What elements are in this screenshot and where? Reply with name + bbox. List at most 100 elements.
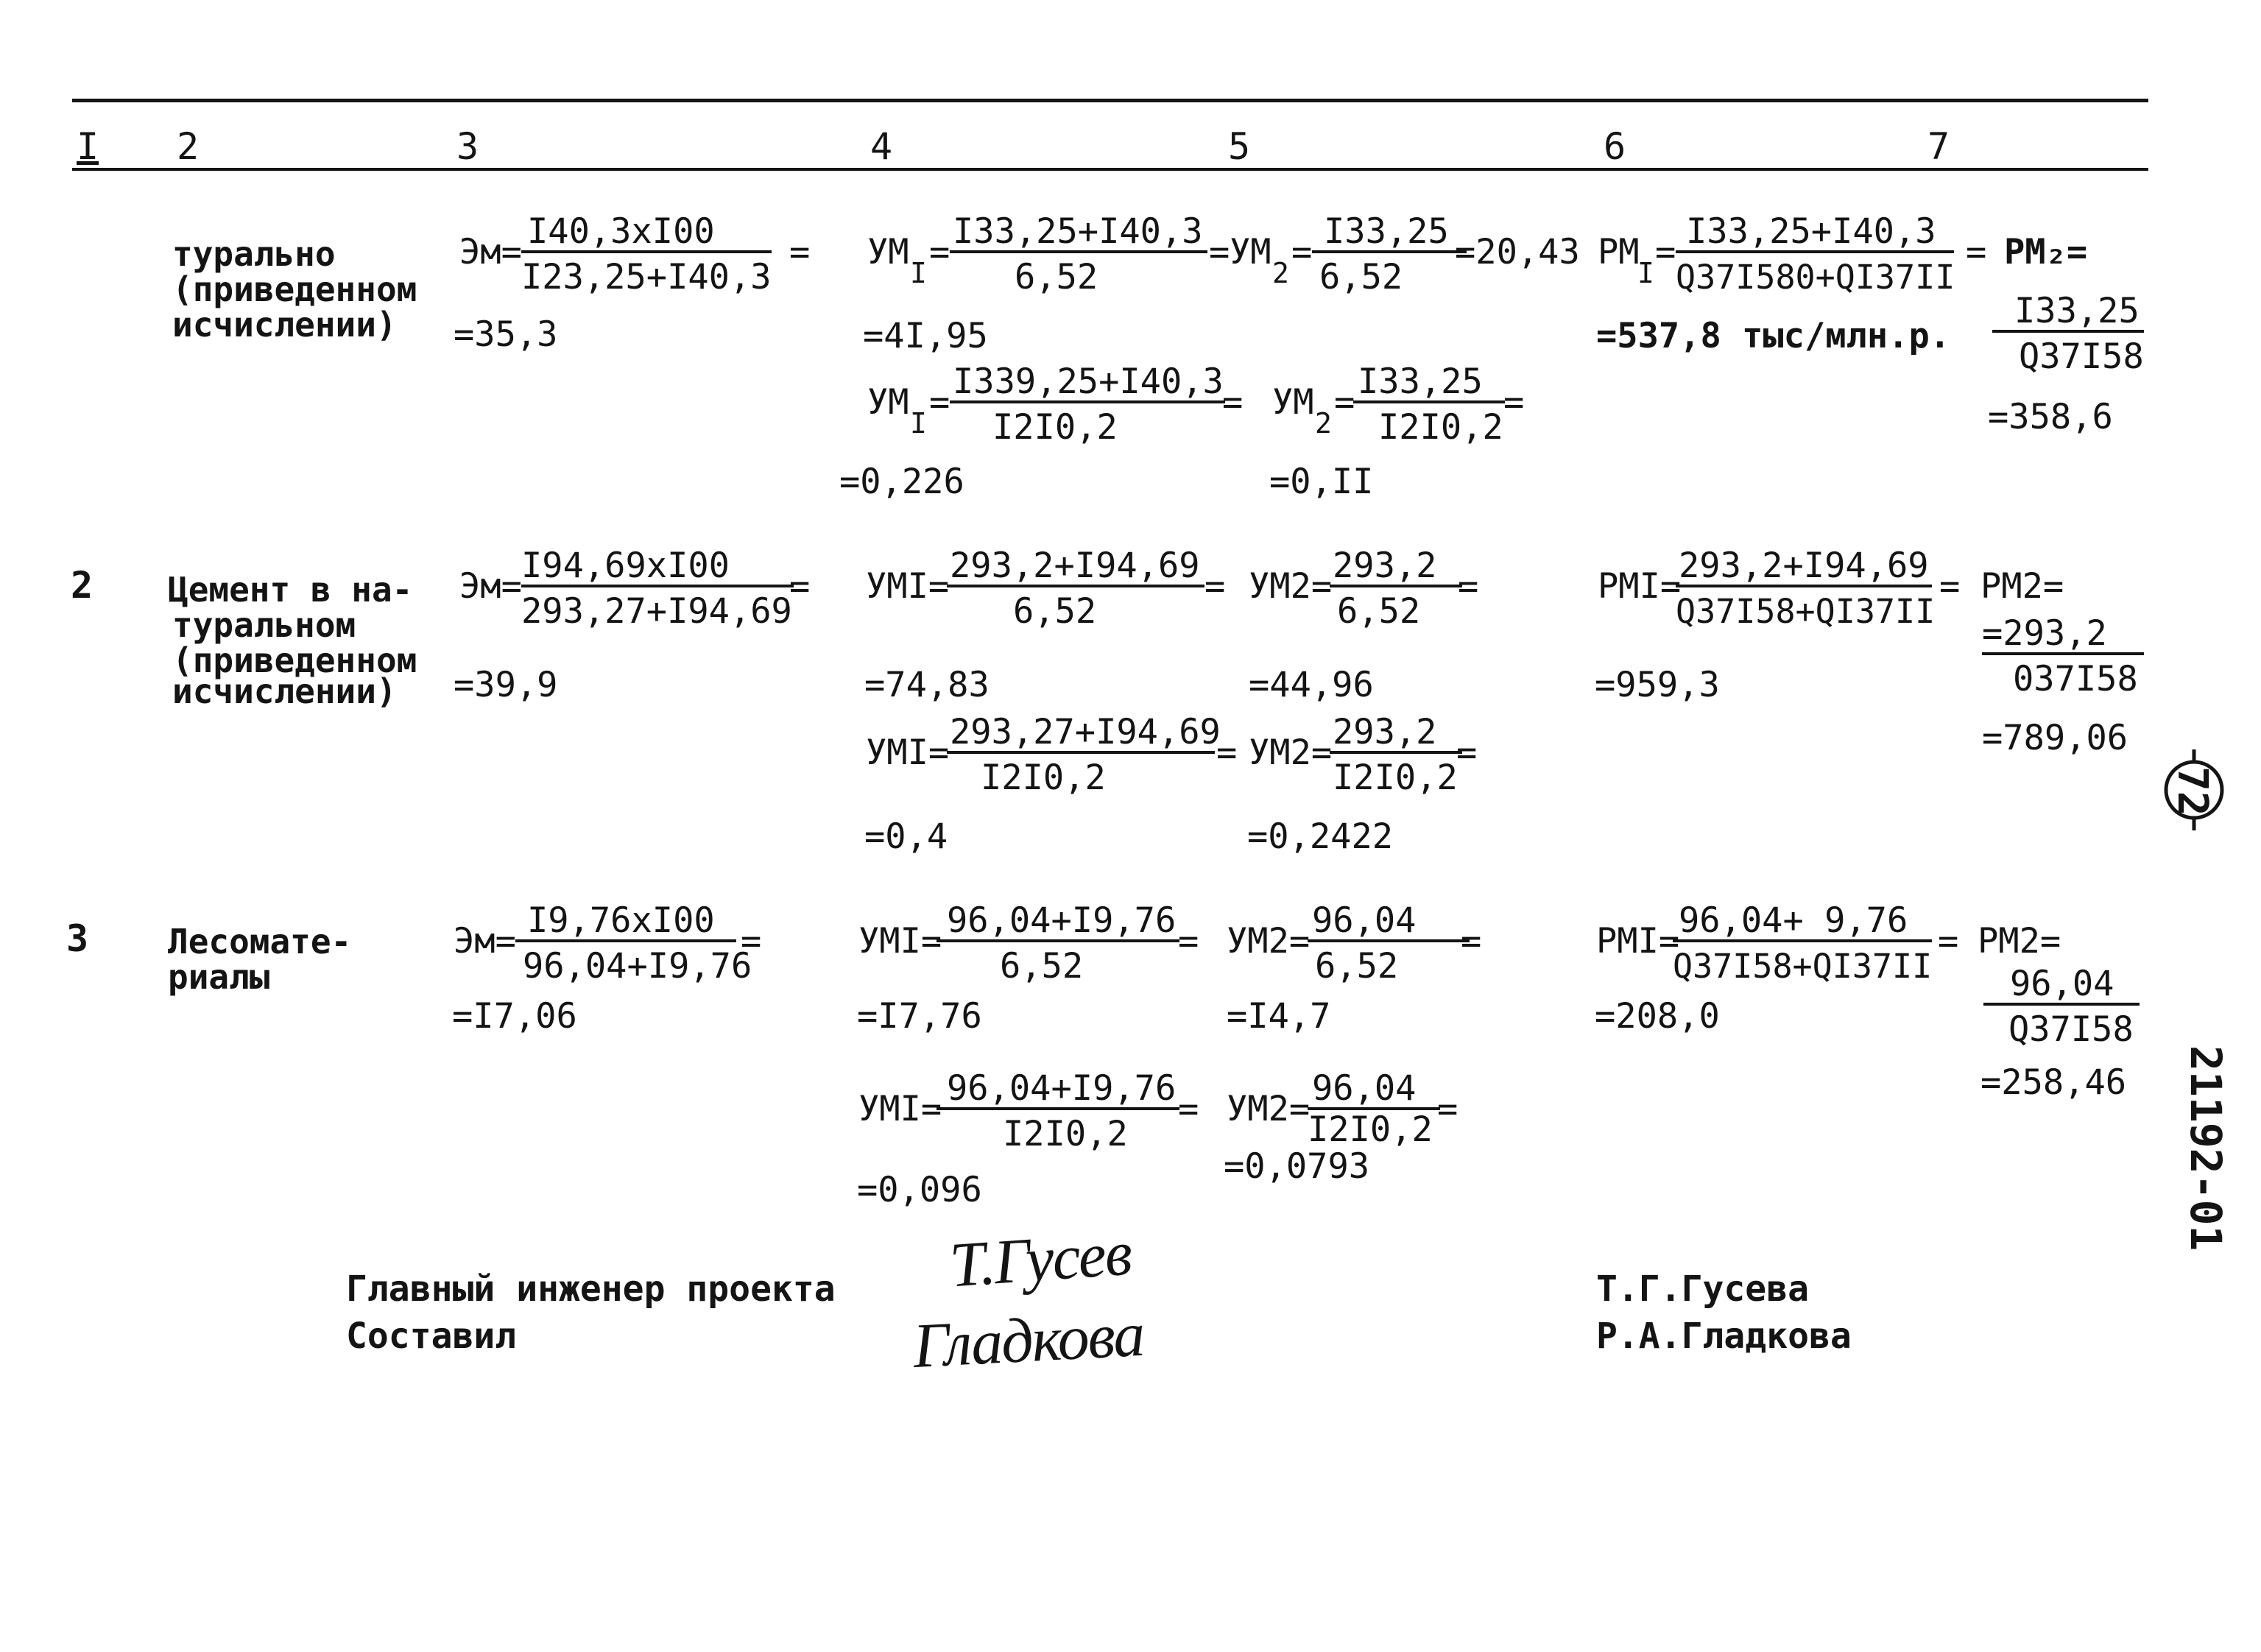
formula-equals: = [1209, 232, 1230, 272]
numerator: 293,2+I94,69 [1679, 546, 1929, 586]
numerator: I33,25 [2014, 291, 2140, 331]
footer-name-chief-engineer: Т.Г.Гусева [1596, 1268, 1809, 1310]
formula-prefix: Эм= [454, 921, 516, 961]
denominator: 6,52 [1013, 591, 1097, 632]
col-header-1: I [77, 125, 99, 168]
denominator: 293,27+I94,69 [521, 591, 792, 632]
formula-equals: = [1939, 566, 1961, 607]
formula-result: =789,06 [1982, 718, 2128, 758]
numerator: 96,04 [1312, 1068, 1417, 1109]
formula-prefix: УМ2= [1227, 921, 1311, 961]
formula-equals: = [1966, 232, 1987, 272]
formula-prefix: РМI= [1598, 566, 1682, 607]
equals-sign: = [929, 232, 950, 272]
formula-result: =0,226 [839, 462, 964, 502]
row-name-line: Цемент в на- [168, 570, 413, 610]
formula-equals: = [789, 566, 811, 607]
fraction-bar [937, 939, 1179, 942]
formula-prefix: УМ2= [1249, 566, 1333, 607]
formula-equals: =20,43 [1455, 232, 1580, 272]
equals-sign: = [929, 382, 950, 423]
formula-equals: = [1178, 1089, 1199, 1129]
formula-subscript: I [1637, 257, 1654, 289]
denominator: 037I58 [2013, 659, 2138, 699]
formula-result: =39,9 [454, 665, 558, 705]
fraction-bar [1330, 751, 1462, 754]
formula-equals: = [741, 921, 762, 961]
numerator: 293,27+I94,69 [950, 712, 1221, 752]
fraction-bar [1982, 652, 2144, 655]
row-name-line: исчислении) [172, 305, 397, 345]
formula-result: =44,96 [1249, 665, 1374, 705]
numerator: =293,2 [1982, 613, 2107, 654]
row-name-line: туральном [172, 605, 356, 645]
numerator: I33,25+I40,3 [953, 211, 1203, 252]
page-number: 72 [2168, 766, 2216, 816]
row-name-line: исчислении) [172, 671, 397, 711]
denominator: Q37I58 [2008, 1009, 2134, 1050]
fraction-bar [1992, 330, 2144, 333]
formula-equals: = [1938, 921, 1959, 961]
fraction-bar [521, 585, 794, 587]
numerator: I33,25 [1324, 211, 1449, 252]
fraction-bar [1330, 585, 1462, 587]
numerator: I33,25 [1358, 361, 1483, 402]
numerator: I33,25+I40,3 [1686, 211, 1936, 252]
formula-equals: = [1461, 921, 1482, 961]
row-number: 3 [66, 917, 89, 960]
fraction-bar [1673, 939, 1932, 942]
col-header-3: 3 [456, 125, 479, 168]
fraction-bar [950, 250, 1207, 253]
formula-prefix: Эм= [459, 566, 522, 607]
denominator: 6,52 [1337, 591, 1421, 632]
formula-prefix: УМI= [858, 1089, 942, 1129]
formula-equals: = [1456, 733, 1478, 773]
page-number-circle-icon [2164, 749, 2224, 830]
footer-name-compiled: Р.А.Гладкова [1596, 1316, 1852, 1357]
denominator: I2I0,2 [1378, 407, 1503, 448]
col-header-5: 5 [1228, 125, 1251, 168]
fraction-bar [947, 751, 1215, 754]
formula-subscript: I [910, 257, 927, 289]
numerator: 293,2 [1333, 546, 1437, 586]
formula-subscript: 2 [1315, 407, 1332, 440]
fraction-bar [521, 250, 772, 253]
denominator: Q37I58+QI37II [1673, 947, 1933, 986]
numerator: 96,04 [1312, 900, 1417, 941]
row-name-line: риалы [168, 957, 270, 997]
formula-prefix: РМ2= [1980, 566, 2064, 607]
numerator: I40,3xI00 [527, 211, 715, 252]
denominator: 6,52 [1315, 946, 1399, 986]
formula-result: =0,2422 [1247, 816, 1394, 857]
formula-prefix: УМI= [866, 733, 950, 773]
document-code: 21192-01 [2181, 1045, 2231, 1252]
equals-sign: = [1334, 382, 1355, 423]
row-number: 2 [71, 564, 94, 607]
formula-equals: = [1437, 1089, 1458, 1129]
formula-equals: = [1204, 566, 1226, 607]
equals-sign: = [1655, 232, 1676, 272]
formula-result: =35,3 [454, 314, 558, 355]
formula-prefix: УМI= [866, 566, 950, 607]
numerator: 293,2 [1333, 712, 1437, 752]
numerator: 293,2+I94,69 [950, 546, 1200, 586]
numerator: 96,04+I9,76 [947, 900, 1177, 941]
numerator: 96,04+I9,76 [947, 1068, 1177, 1109]
formula-result: =0,096 [857, 1170, 982, 1210]
fraction-bar [1676, 250, 1954, 253]
denominator: I23,25+I40,3 [521, 257, 772, 297]
header-rule [72, 168, 2148, 171]
formula-prefix: РМ2= [1978, 921, 2061, 961]
fraction-bar [1676, 585, 1932, 587]
numerator: I339,25+I40,3 [953, 361, 1224, 402]
fraction-bar [937, 1107, 1179, 1110]
formula-result: =258,46 [1980, 1062, 2127, 1103]
denominator: I2I0,2 [1308, 1109, 1433, 1150]
formula-result: =0,II [1269, 462, 1374, 502]
col-header-7: 7 [1927, 125, 1950, 168]
denominator: I2I0,2 [981, 758, 1106, 798]
col-header-6: 6 [1604, 125, 1626, 168]
formula-result: =0,0793 [1224, 1146, 1370, 1187]
formula-prefix: УМ2= [1227, 1089, 1311, 1129]
formula-result: =I7,76 [857, 996, 982, 1037]
